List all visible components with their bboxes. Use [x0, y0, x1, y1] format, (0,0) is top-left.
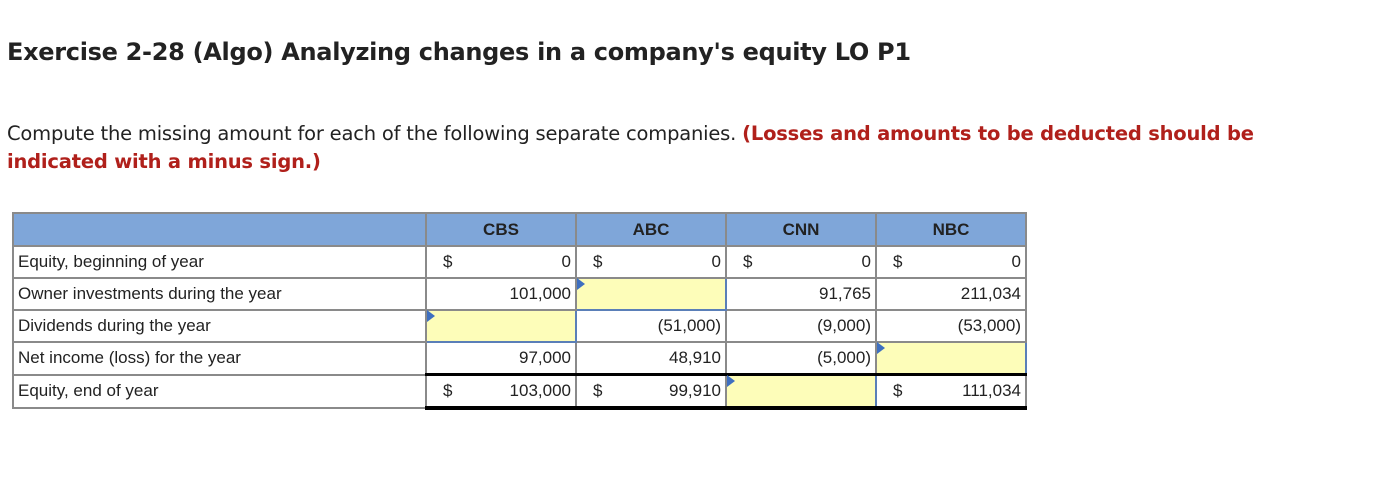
amount-value: 211,034 — [960, 284, 1021, 303]
answer-input[interactable] — [575, 277, 727, 311]
amount-cell: 101,000 — [425, 277, 577, 311]
row-label: Net income (loss) for the year — [12, 341, 427, 376]
table-row: Dividends during the year (51,000) (9,000)… — [12, 309, 1027, 343]
dollar-sign: $ — [443, 252, 453, 271]
amount-cell: (9,000) — [725, 309, 877, 343]
amount-cell: (53,000) — [875, 309, 1027, 343]
amount-cell: $0 — [425, 245, 577, 279]
amount-value: 99,910 — [669, 381, 721, 400]
instructions: Compute the missing amount for each of t… — [7, 120, 1347, 176]
table-row: Owner investments during the year 101,000… — [12, 277, 1027, 311]
answer-input[interactable] — [425, 309, 577, 343]
amount-value: 97,000 — [519, 348, 571, 367]
dollar-sign: $ — [893, 252, 903, 271]
table-row: Equity, end of year $103,000 $99,910 $111,0… — [12, 373, 1027, 410]
table-row: Net income (loss) for the year 97,000 48,9… — [12, 341, 1027, 376]
amount-cell: (5,000) — [725, 341, 877, 376]
column-header: ABC — [575, 212, 727, 247]
amount-cell: $0 — [725, 245, 877, 279]
column-header: NBC — [875, 212, 1027, 247]
amount-cell: $103,000 — [425, 373, 577, 410]
answer-input[interactable] — [875, 341, 1027, 376]
column-header: CNN — [725, 212, 877, 247]
amount-value: (5,000) — [817, 348, 871, 367]
page-title: Exercise 2-28 (Algo) Analyzing changes i… — [7, 38, 911, 66]
amount-value: (51,000) — [657, 316, 721, 335]
amount-cell: 91,765 — [725, 277, 877, 311]
amount-cell: 97,000 — [425, 341, 577, 376]
header-row: CBS ABC CNN NBC — [12, 212, 1027, 247]
amount-cell: $0 — [575, 245, 727, 279]
dollar-sign: $ — [443, 381, 453, 400]
equity-table: CBS ABC CNN NBC Equity, beginning of yea… — [12, 212, 1027, 410]
amount-value: 0 — [561, 252, 571, 271]
amount-cell: (51,000) — [575, 309, 727, 343]
amount-cell: 211,034 — [875, 277, 1027, 311]
answer-input[interactable] — [725, 373, 877, 410]
amount-cell: $0 — [875, 245, 1027, 279]
row-label: Owner investments during the year — [12, 277, 427, 311]
amount-value: 91,765 — [819, 284, 871, 303]
row-label: Equity, beginning of year — [12, 245, 427, 279]
amount-value: 101,000 — [509, 284, 571, 303]
table-row: Equity, beginning of year $0 $0 $0 $0 — [12, 245, 1027, 279]
dollar-sign: $ — [593, 252, 603, 271]
column-header: CBS — [425, 212, 577, 247]
amount-value: 103,000 — [509, 381, 571, 400]
amount-value: (9,000) — [817, 316, 871, 335]
instruction-text: Compute the missing amount for each of t… — [7, 122, 737, 145]
dollar-sign: $ — [593, 381, 603, 400]
amount-cell: $111,034 — [875, 373, 1027, 410]
header-blank — [12, 212, 427, 247]
amount-value: 111,034 — [962, 381, 1021, 400]
dollar-sign: $ — [893, 381, 903, 400]
row-label: Equity, end of year — [12, 373, 427, 409]
amount-value: 48,910 — [669, 348, 721, 367]
row-label: Dividends during the year — [12, 309, 427, 343]
instruction-emphasis: (Losses and amounts to be deducted shoul… — [7, 122, 1254, 173]
dollar-sign: $ — [743, 252, 753, 271]
amount-value: 0 — [711, 252, 721, 271]
amount-cell: 48,910 — [575, 341, 727, 376]
amount-cell: $99,910 — [575, 373, 727, 410]
amount-value: 0 — [1011, 252, 1021, 271]
amount-value: 0 — [861, 252, 871, 271]
amount-value: (53,000) — [957, 316, 1021, 335]
